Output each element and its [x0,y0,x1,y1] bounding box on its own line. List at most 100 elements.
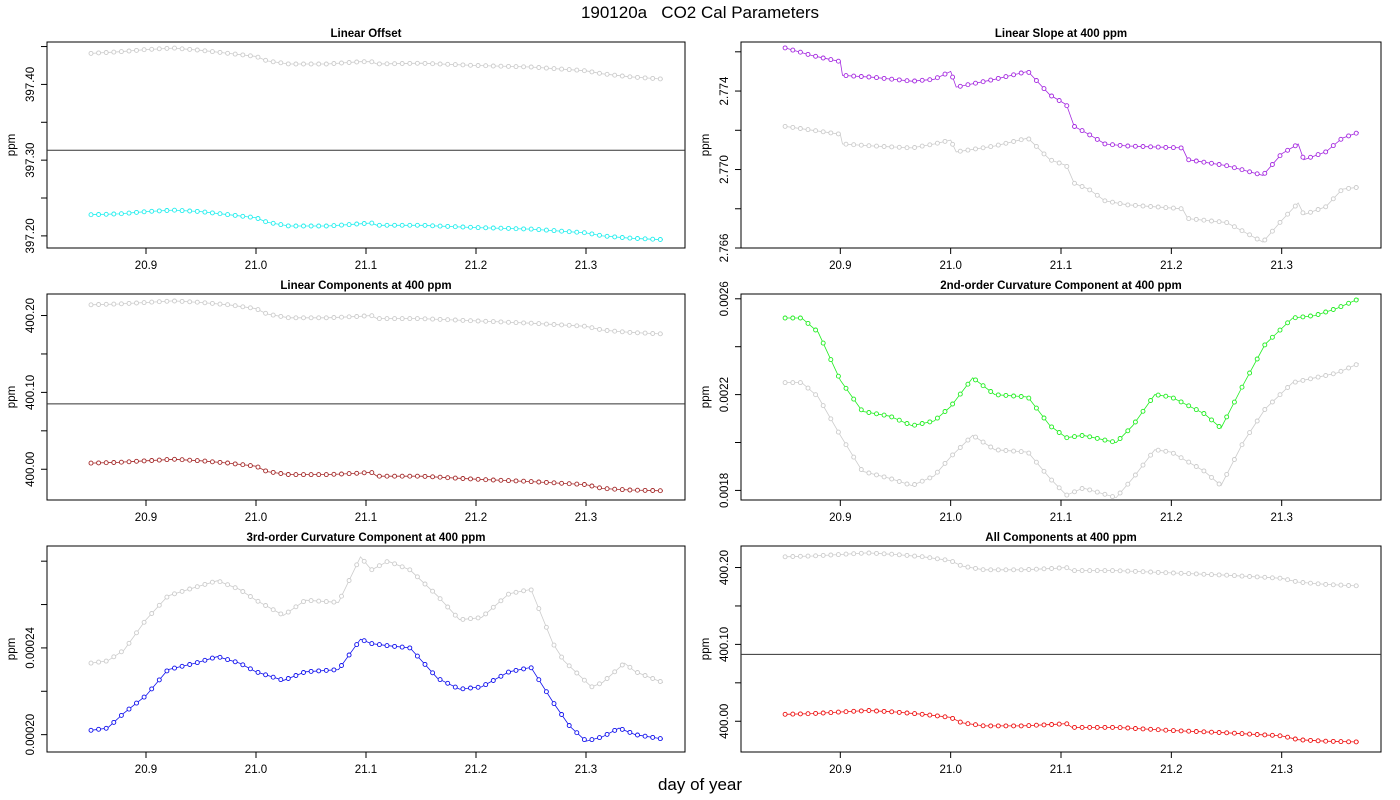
y-tick-label: 0.0018 [719,473,731,508]
data-point [134,300,139,306]
data-point [126,706,132,712]
data-point [574,670,580,676]
data-point [813,553,819,559]
data-point [1308,580,1313,586]
series-line-2 [785,298,1360,443]
data-point [1186,571,1192,577]
data-point [263,603,269,608]
data-point [1064,435,1070,441]
data-point [1308,209,1313,215]
data-point [483,477,489,483]
x-tick-label: 20.9 [135,512,157,524]
data-point [141,694,147,700]
data-point [597,485,602,491]
data-point [141,619,147,625]
data-point [88,212,94,218]
data-point [255,54,261,60]
data-point [896,77,902,83]
data-point [1254,236,1260,242]
data-point [399,316,405,322]
data-point [278,471,284,476]
data-point [790,380,796,386]
data-point [1148,398,1154,403]
data-point [1353,583,1359,589]
data-point [1087,724,1093,730]
data-point [422,222,428,228]
data-point [126,640,132,646]
data-point [1117,725,1123,731]
data-point [468,476,473,482]
data-point [209,655,215,661]
data-point [559,712,565,717]
data-point [657,736,663,742]
data-point [88,660,94,666]
data-point [589,325,595,331]
data-point [1072,489,1077,495]
data-point [1292,315,1298,321]
data-point [1163,448,1169,454]
data-point [995,723,1001,729]
data-point [513,64,519,70]
data-point [460,224,466,230]
data-point [896,144,902,150]
data-point [1056,160,1062,166]
data-point [134,47,139,53]
data-point [1011,393,1017,399]
data-point [1269,162,1275,167]
data-point [1064,492,1070,498]
data-point [612,328,618,334]
data-point [919,554,925,560]
data-point [995,75,1001,81]
x-tick-label: 21.1 [1050,512,1072,524]
data-point [559,654,565,660]
data-point [1186,216,1192,222]
data-point [589,69,595,75]
data-point [874,75,879,81]
data-point [858,550,864,556]
data-point [376,473,382,479]
data-point [1239,731,1245,737]
data-point [126,210,132,216]
data-point [912,145,918,150]
data-point [1041,151,1047,157]
data-point [543,624,549,630]
data-point [851,708,857,714]
data-point [642,487,648,493]
data-point [430,316,436,322]
y-tick-label: 400.00 [25,452,37,487]
data-point [1277,575,1283,581]
data-point [1049,477,1055,483]
data-point [536,65,542,70]
data-point [1178,455,1184,461]
data-point [904,145,910,151]
data-point [1163,727,1169,733]
data-point [354,642,360,648]
data-point [156,677,162,683]
data-point [828,416,834,422]
data-point [240,589,246,594]
data-point [118,649,124,655]
data-point [156,46,162,52]
data-point [1102,141,1108,147]
data-point [1285,577,1291,583]
data-point [323,667,329,673]
data-point [1186,403,1192,409]
data-point [452,684,458,690]
data-point [1292,578,1298,584]
data-point [414,574,420,580]
data-point [904,481,910,487]
data-point [445,317,451,323]
data-point [521,478,527,484]
data-point [957,148,963,154]
data-point [881,75,887,81]
data-point [1140,203,1146,209]
x-tick-label: 21.0 [245,764,267,776]
data-point [965,564,971,570]
data-point [1140,462,1146,468]
data-point [407,222,413,228]
data-point [468,616,473,622]
data-point [88,50,94,56]
data-point [1269,399,1275,405]
x-tick-label: 21.3 [575,512,597,524]
data-point [919,421,925,426]
